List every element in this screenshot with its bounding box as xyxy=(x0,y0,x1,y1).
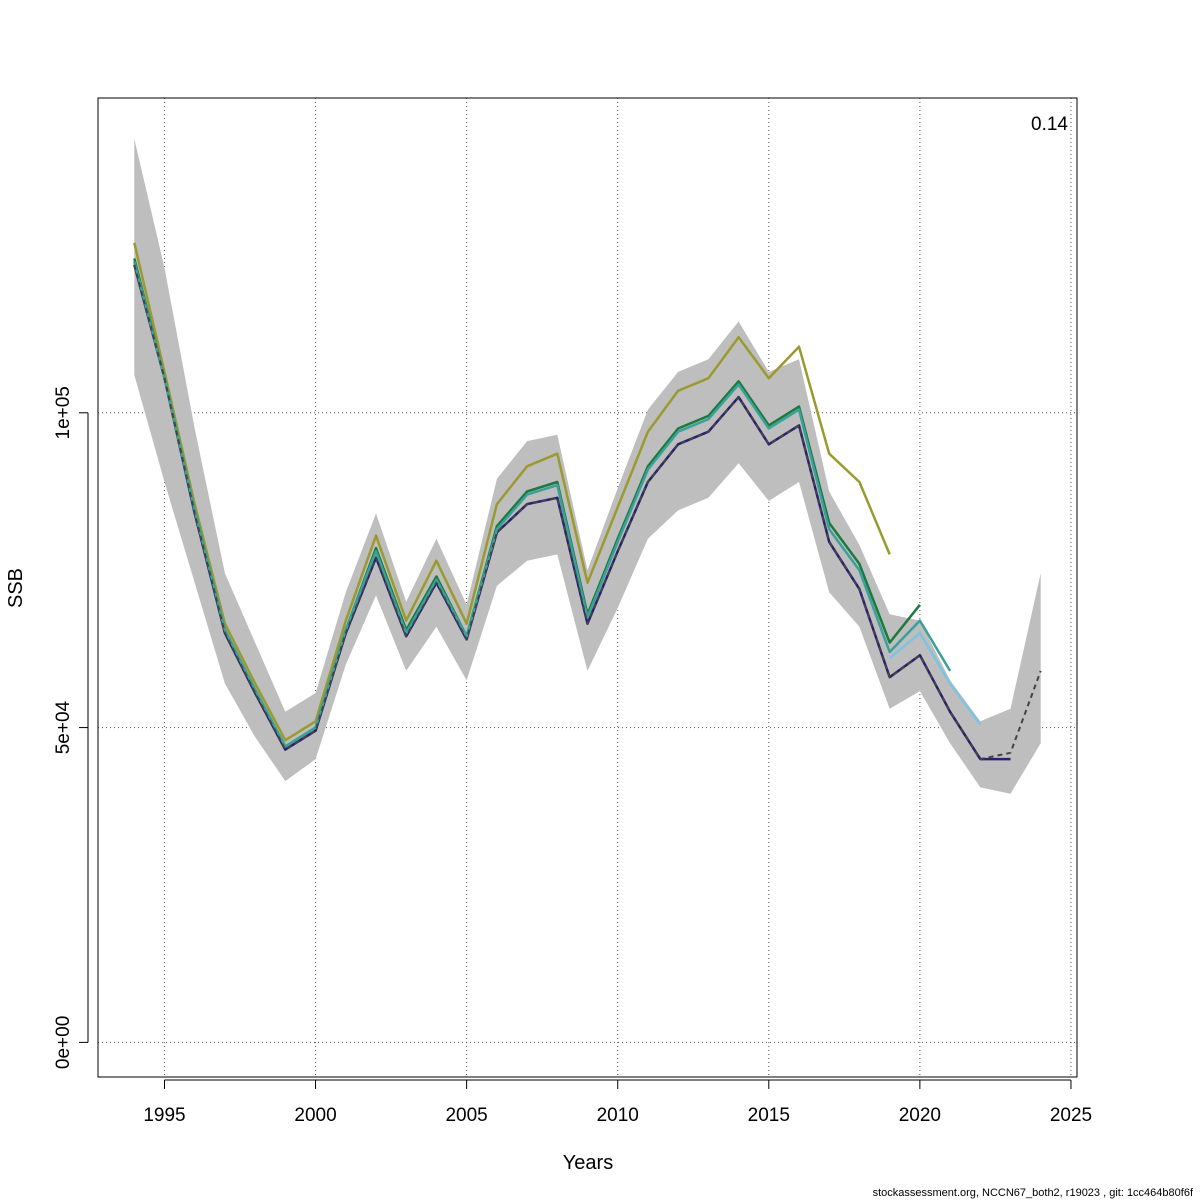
confidence-band-layer xyxy=(134,138,1041,794)
y-tick-label-0: 0e+00 xyxy=(53,1016,74,1069)
x-tick-label-0: 1995 xyxy=(143,1105,185,1126)
confidence-band xyxy=(134,138,1041,794)
x-tick-label-1: 2000 xyxy=(294,1105,336,1126)
x-tick-label-2: 2005 xyxy=(445,1105,487,1126)
series-layer xyxy=(133,242,1042,761)
series-line-5 xyxy=(133,264,1042,761)
x-axis-title: Years xyxy=(563,1152,613,1174)
x-tick-label-6: 2025 xyxy=(1050,1105,1092,1126)
annotation-label: 0.14 xyxy=(1031,114,1068,135)
series-line-3 xyxy=(133,261,952,748)
axes: 1995 2000 2005 2010 2015 2020 2025 0e+00 5e+04 1e… xyxy=(53,386,1092,1126)
y-axis-title: SSB xyxy=(5,568,27,608)
x-tick-label-3: 2010 xyxy=(597,1105,639,1126)
footer-credit: stockassessment.org, NCCN67_both2, r1902… xyxy=(873,1187,1194,1199)
series-line-4 xyxy=(888,631,982,726)
y-tick-label-2: 1e+05 xyxy=(53,386,74,439)
series-line-1 xyxy=(133,242,891,742)
x-tick-label-5: 2020 xyxy=(899,1105,941,1126)
plot-frame xyxy=(97,97,1078,1078)
x-tick-label-4: 2015 xyxy=(748,1105,790,1126)
y-tick-label-1: 5e+04 xyxy=(53,700,74,754)
